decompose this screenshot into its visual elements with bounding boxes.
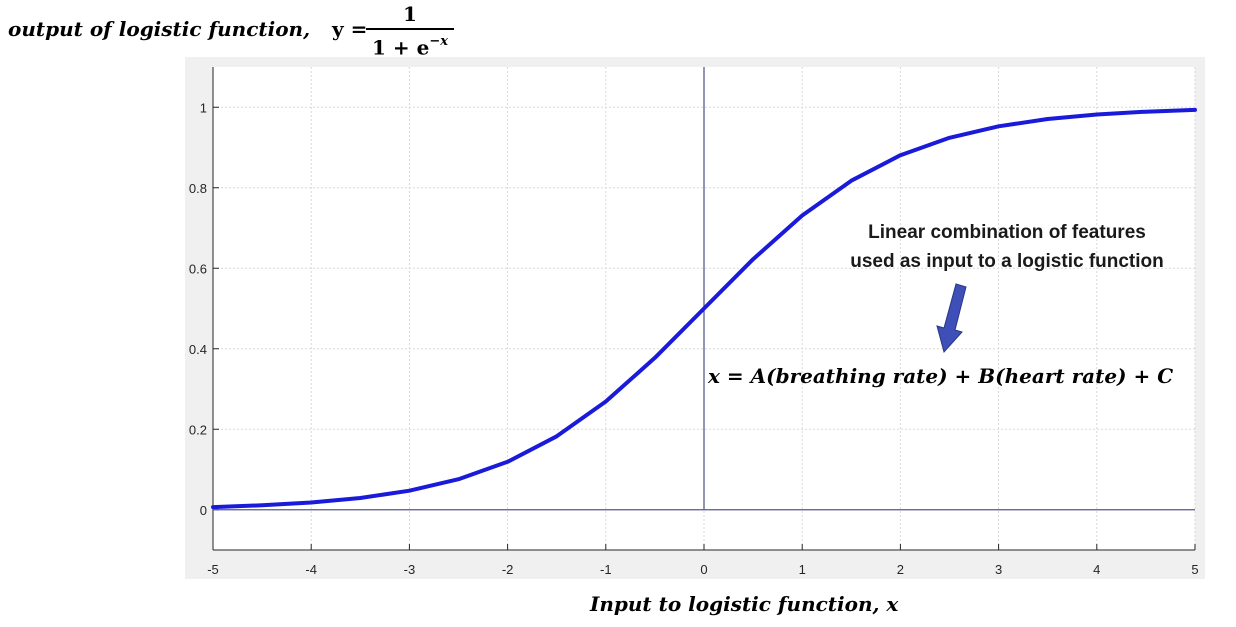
x-tick-label: 1 — [799, 562, 806, 577]
x-tick-label: 0 — [700, 562, 707, 577]
x-tick-label: 3 — [995, 562, 1002, 577]
x-tick-label: -2 — [502, 562, 514, 577]
y-tick-label: 1 — [200, 100, 207, 115]
y-tick-label: 0.8 — [189, 181, 207, 196]
y-axis-equation-lhs: y = — [332, 17, 368, 41]
x-tick-label: 5 — [1191, 562, 1198, 577]
x-tick-label: -1 — [600, 562, 612, 577]
annotation-text: Linear combination of features used as i… — [822, 218, 1192, 276]
x-axis-label: Input to logistic function, x — [590, 592, 899, 616]
y-axis-label: output of logistic function, — [8, 17, 311, 41]
annotation-line-1: Linear combination of features — [868, 222, 1146, 243]
y-tick-label: 0 — [200, 503, 207, 518]
x-tick-label: -3 — [404, 562, 416, 577]
x-tick-label: 2 — [897, 562, 904, 577]
annotation-line-2: used as input to a logistic function — [850, 251, 1164, 272]
y-tick-label: 0.2 — [189, 422, 207, 437]
y-tick-label: 0.6 — [189, 261, 207, 276]
x-tick-label: 4 — [1093, 562, 1100, 577]
fraction-denominator: 1 + e−x — [360, 32, 460, 60]
x-tick-label: -4 — [305, 562, 317, 577]
fraction-denominator-base: 1 + e — [372, 35, 430, 60]
y-axis-equation-fraction: 1 1 + e−x — [360, 2, 460, 60]
annotation-arrow-icon — [936, 283, 967, 354]
fraction-numerator: 1 — [403, 2, 417, 26]
fraction-denominator-exponent: −x — [429, 34, 448, 49]
y-tick-label: 0.4 — [189, 342, 207, 357]
fraction-bar — [366, 28, 454, 30]
x-tick-label: -5 — [207, 562, 219, 577]
feature-equation: x = A(breathing rate) + B(heart rate) + … — [708, 364, 1174, 388]
